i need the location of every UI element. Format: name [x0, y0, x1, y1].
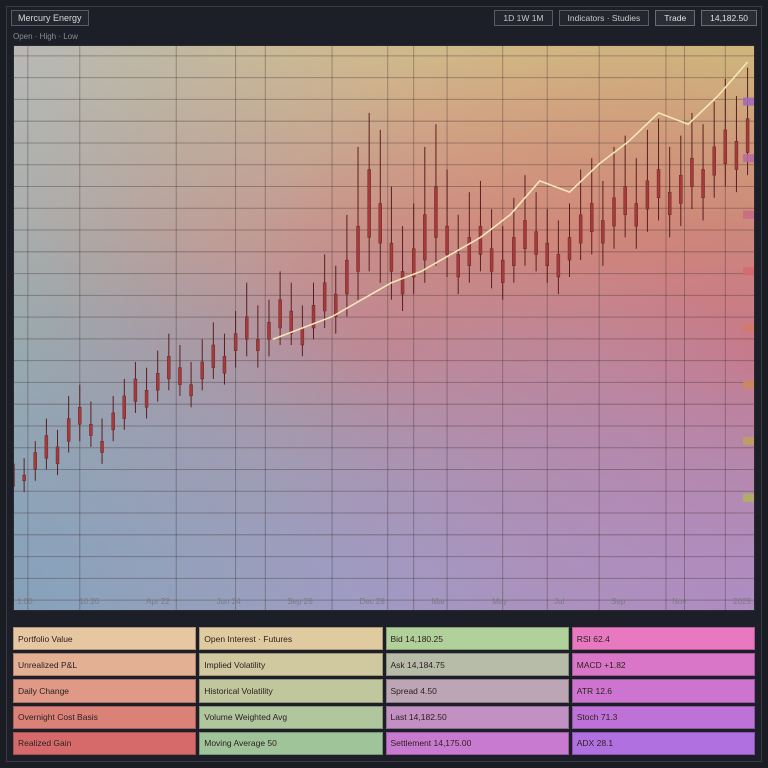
panel-cell[interactable]: Settlement 14,175.00 — [386, 732, 569, 755]
panel-cell[interactable]: Spread 4.50 — [386, 679, 569, 702]
xaxis-label: 10.20 — [79, 597, 99, 611]
panel-cell[interactable]: Last 14,182.50 — [386, 706, 569, 729]
panel-cell[interactable]: Portfolio Value — [13, 627, 196, 650]
last-price-button[interactable]: 14,182.50 — [701, 10, 757, 26]
trade-button[interactable]: Trade — [655, 10, 695, 26]
xaxis-label: Nov — [672, 597, 686, 611]
panel-column: Portfolio Value Unrealized P&L Daily Chang… — [13, 627, 196, 755]
xaxis-label: Apr 22 — [146, 597, 170, 611]
panel-cell[interactable]: Stoch 71.3 — [572, 706, 755, 729]
panel-cell[interactable]: Volume Weighted Avg — [199, 706, 382, 729]
time-axis: 1.00 10.20 Apr 22 Jun 24 Sep 26 Dec 28 Mar May J… — [13, 595, 755, 611]
panel-cell[interactable]: MACD +1.82 — [572, 653, 755, 676]
indicators-segmented[interactable]: Indicators · Studies — [559, 10, 650, 26]
panel-cell[interactable]: ADX 28.1 — [572, 732, 755, 755]
panel-column: RSI 62.4 MACD +1.82 ATR 12.6 Stoch 71.3 ADX … — [572, 627, 755, 755]
xaxis-label: Dec 28 — [359, 597, 384, 611]
price-chart[interactable] — [13, 45, 755, 611]
panel-cell[interactable]: Unrealized P&L — [13, 653, 196, 676]
panel-column: Bid 14,180.25 Ask 14,184.75 Spread 4.50 Las… — [386, 627, 569, 755]
panel-cell[interactable]: Overnight Cost Basis — [13, 706, 196, 729]
ohlc-subheader: Open · High · Low — [7, 29, 761, 43]
xaxis-label: Jun 24 — [217, 597, 241, 611]
panel-cell[interactable]: Implied Volatility — [199, 653, 382, 676]
xaxis-label: May — [492, 597, 507, 611]
panel-cell[interactable]: Daily Change — [13, 679, 196, 702]
panel-cell[interactable]: Ask 14,184.75 — [386, 653, 569, 676]
symbol-title[interactable]: Mercury Energy — [11, 10, 89, 26]
panel-cell[interactable]: ATR 12.6 — [572, 679, 755, 702]
panel-cell[interactable]: Realized Gain — [13, 732, 196, 755]
xaxis-label: 1.00 — [17, 597, 33, 611]
range-segmented[interactable]: 1D 1W 1M — [494, 10, 552, 26]
panel-cell[interactable]: RSI 62.4 — [572, 627, 755, 650]
chart-svg — [13, 45, 755, 611]
panel-cell[interactable]: Open Interest · Futures — [199, 627, 382, 650]
app-frame: Mercury Energy 1D 1W 1M Indicators · Stu… — [6, 6, 762, 762]
panel-cell[interactable]: Historical Volatility — [199, 679, 382, 702]
panel-cell[interactable]: Bid 14,180.25 — [386, 627, 569, 650]
xaxis-label: Sep — [611, 597, 625, 611]
xaxis-label: 2025 — [733, 597, 751, 611]
xaxis-label: Jul — [554, 597, 564, 611]
header-bar: Mercury Energy 1D 1W 1M Indicators · Stu… — [7, 7, 761, 29]
xaxis-label: Sep 26 — [287, 597, 312, 611]
xaxis-label: Mar — [432, 597, 446, 611]
data-panels: Portfolio Value Unrealized P&L Daily Chang… — [13, 627, 755, 755]
panel-column: Open Interest · Futures Implied Volatilit… — [199, 627, 382, 755]
panel-cell[interactable]: Moving Average 50 — [199, 732, 382, 755]
